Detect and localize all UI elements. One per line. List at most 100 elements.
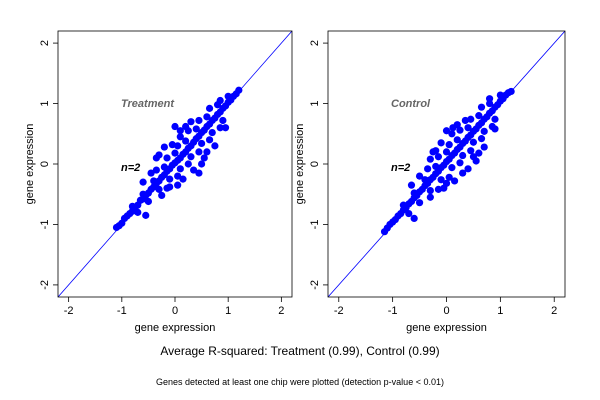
data-point xyxy=(424,165,432,173)
y-tick-label: -1 xyxy=(39,220,51,230)
data-point xyxy=(205,136,214,144)
data-point xyxy=(453,121,461,129)
data-point xyxy=(190,166,198,174)
data-point xyxy=(211,142,219,150)
data-point xyxy=(445,141,453,149)
data-point xyxy=(477,135,486,143)
data-point xyxy=(139,178,147,186)
y-axis-label: gene expression xyxy=(294,124,306,205)
y-tick-label: 0 xyxy=(309,161,321,167)
data-point xyxy=(184,160,192,168)
data-point xyxy=(434,153,443,161)
data-point xyxy=(432,162,440,171)
y-tick-label: 2 xyxy=(39,40,51,46)
data-point xyxy=(469,153,478,161)
data-point xyxy=(405,209,413,218)
data-point xyxy=(134,208,142,216)
y-tick-label: -2 xyxy=(39,280,51,290)
data-point xyxy=(235,86,243,94)
data-point xyxy=(429,148,437,156)
data-point xyxy=(415,199,424,207)
data-point xyxy=(456,159,464,167)
data-point xyxy=(437,139,445,147)
data-point xyxy=(155,185,163,193)
data-point xyxy=(426,155,434,163)
data-point xyxy=(158,191,166,200)
data-point xyxy=(142,211,150,219)
y-tick-label: 1 xyxy=(39,100,51,106)
data-point xyxy=(168,141,176,149)
data-point xyxy=(219,116,227,125)
data-point xyxy=(192,125,200,133)
x-axis-label: gene expression xyxy=(135,322,216,334)
data-point xyxy=(442,127,451,135)
data-point xyxy=(139,190,147,198)
data-point xyxy=(485,95,494,103)
data-point xyxy=(182,137,190,145)
x-tick-label: -1 xyxy=(117,305,127,317)
data-point xyxy=(434,185,443,193)
data-point xyxy=(491,115,499,123)
data-point xyxy=(176,127,184,135)
data-point xyxy=(224,92,232,100)
data-point xyxy=(221,124,230,132)
sample-size-annotation: n=2 xyxy=(121,162,140,174)
data-point xyxy=(464,124,472,132)
data-point xyxy=(410,214,418,223)
data-point xyxy=(216,96,224,105)
data-point xyxy=(407,181,416,189)
data-point xyxy=(187,118,195,126)
points-group xyxy=(380,87,515,236)
data-point xyxy=(179,175,187,183)
data-point xyxy=(203,148,211,156)
y-tick-label: 0 xyxy=(39,161,51,167)
data-point xyxy=(195,148,203,156)
data-point xyxy=(459,151,467,160)
points-group xyxy=(112,86,243,232)
data-point xyxy=(200,154,208,162)
data-point xyxy=(448,164,456,172)
data-point xyxy=(464,165,472,173)
data-point xyxy=(496,91,504,99)
data-point xyxy=(195,169,203,177)
data-point xyxy=(453,136,461,144)
data-point xyxy=(399,201,408,209)
data-point xyxy=(456,126,464,134)
data-point xyxy=(461,116,469,125)
y-tick-label: 2 xyxy=(309,40,321,46)
detection-footnote: Genes detected at least one chip were pl… xyxy=(156,377,444,387)
data-point xyxy=(197,139,206,148)
panel-control: -2 -1 0 1 2 -2 -1 0 1 2 gene expression gene expres… xyxy=(294,30,566,334)
data-point xyxy=(147,169,155,177)
data-point xyxy=(197,160,206,168)
data-point xyxy=(475,112,483,120)
data-point xyxy=(421,176,429,184)
data-point xyxy=(477,103,486,111)
data-point xyxy=(426,193,434,201)
data-point xyxy=(152,166,160,174)
data-point xyxy=(171,122,179,131)
data-point xyxy=(174,181,182,189)
x-tick-label: -1 xyxy=(388,305,398,317)
data-point xyxy=(442,179,451,187)
x-axis-label: gene expression xyxy=(406,322,487,334)
data-point xyxy=(166,175,174,183)
data-point xyxy=(480,143,488,151)
r-squared-caption: Average R-squared: Treatment (0.99), Con… xyxy=(160,344,440,358)
x-tick-label: -2 xyxy=(64,305,74,317)
data-point xyxy=(437,176,445,184)
y-tick-label: 1 xyxy=(309,100,321,106)
data-point xyxy=(426,187,434,195)
data-point xyxy=(442,148,451,156)
y-tick-label: -2 xyxy=(309,280,321,290)
x-tick-label: 0 xyxy=(172,305,178,317)
x-tick-label: 0 xyxy=(443,305,449,317)
data-point xyxy=(174,172,182,180)
data-point xyxy=(182,122,190,131)
data-point xyxy=(176,133,184,141)
data-point xyxy=(128,202,137,210)
data-point xyxy=(144,197,153,206)
y-tick-label: -1 xyxy=(309,220,321,230)
data-point xyxy=(208,128,216,137)
